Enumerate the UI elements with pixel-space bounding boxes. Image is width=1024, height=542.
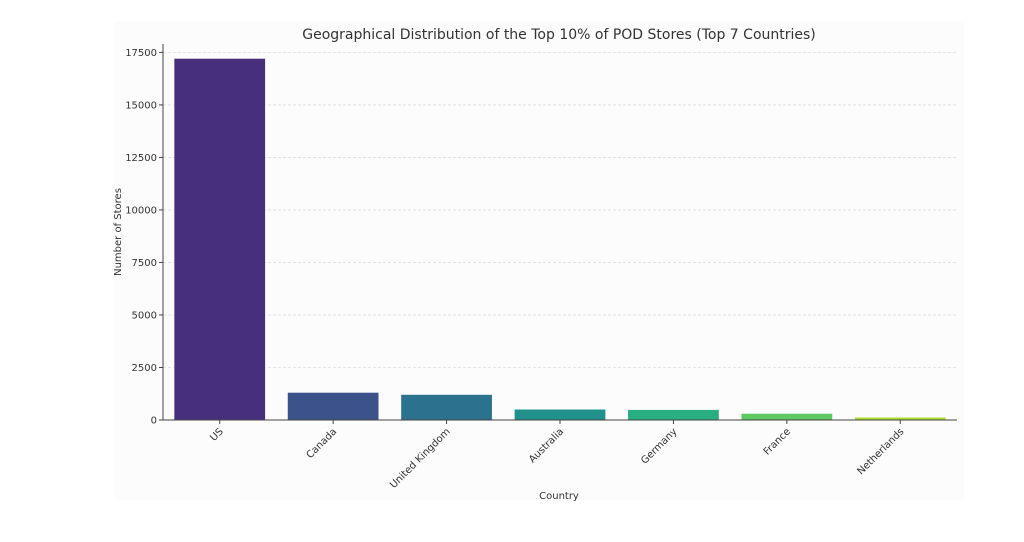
bar: [741, 413, 833, 420]
bar: [628, 409, 719, 420]
chart-title: Geographical Distribution of the Top 10%…: [302, 27, 816, 43]
y-tick-label: 0: [151, 416, 157, 427]
y-tick-label: 5000: [132, 310, 157, 321]
y-tick-label: 7500: [132, 258, 157, 269]
y-tick-label: 15000: [125, 100, 157, 111]
bar: [287, 392, 379, 420]
y-axis-title: Number of Stores: [113, 188, 124, 276]
bars: [174, 58, 946, 420]
y-tick-label: 10000: [125, 205, 157, 216]
bar: [514, 409, 606, 420]
y-tick-label: 17500: [125, 48, 157, 59]
y-axis-ticks: 0 2500 5000 7500 10000 12500 15000 17500: [125, 48, 163, 427]
gridlines: [163, 52, 957, 368]
y-tick-label: 2500: [132, 363, 157, 374]
bar: [854, 417, 946, 420]
x-axis-title: Country: [539, 491, 579, 502]
bar: [174, 58, 266, 420]
y-tick-label: 12500: [125, 153, 157, 164]
bar: [401, 394, 492, 420]
